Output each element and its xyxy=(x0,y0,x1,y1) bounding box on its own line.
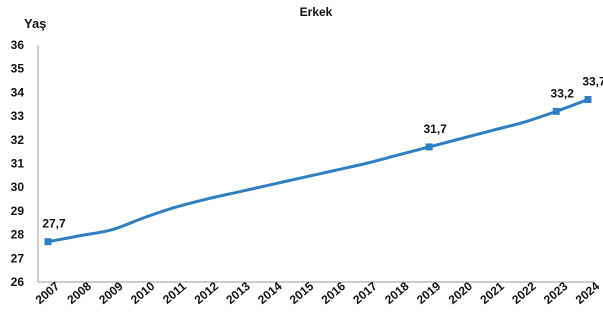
data-point-marker xyxy=(44,238,52,246)
data-label: 31,7 xyxy=(423,122,447,136)
chart-title: Erkek xyxy=(300,5,333,19)
x-tick-label: 2012 xyxy=(192,279,222,307)
x-tick-label: 2009 xyxy=(96,279,126,307)
y-tick-label: 29 xyxy=(11,204,25,218)
x-tick-label: 2014 xyxy=(255,279,285,307)
y-tick-label: 26 xyxy=(11,275,25,289)
y-tick-labels: 26 27 28 29 30 31 32 33 34 35 36 xyxy=(11,38,25,289)
y-tick-label: 31 xyxy=(11,157,25,171)
x-tick-label: 2017 xyxy=(350,279,380,307)
y-tick-label: 27 xyxy=(11,251,25,265)
data-point-marker xyxy=(425,143,433,151)
data-label: 27,7 xyxy=(42,217,66,231)
y-tick-label: 34 xyxy=(11,85,25,99)
x-tick-label: 2020 xyxy=(446,279,476,307)
x-tick-label: 2007 xyxy=(33,279,63,307)
x-tick-label: 2021 xyxy=(477,279,507,307)
x-tick-label: 2016 xyxy=(319,279,349,307)
series-group xyxy=(44,96,592,246)
data-label: 33,2 xyxy=(551,86,575,100)
x-tick-label: 2024 xyxy=(573,279,603,307)
y-tick-label: 35 xyxy=(11,62,25,76)
x-tick-label: 2019 xyxy=(414,279,444,307)
x-tick-label: 2010 xyxy=(128,279,158,307)
x-tick-label: 2022 xyxy=(509,279,539,307)
data-label: 33,7 xyxy=(582,75,603,89)
axes xyxy=(37,45,594,283)
x-tick-labels: 2007 2008 2009 2010 2011 2012 2013 2014 2015 2016… xyxy=(33,279,603,307)
y-tick-label: 28 xyxy=(11,228,25,242)
y-tick-label: 30 xyxy=(11,180,25,194)
y-tick-label: 32 xyxy=(11,133,25,147)
series-line xyxy=(46,98,590,244)
x-tick-label: 2013 xyxy=(223,279,253,307)
x-tick-label: 2023 xyxy=(541,279,571,307)
y-tick-label: 33 xyxy=(11,109,25,123)
y-tick-label: 36 xyxy=(11,38,25,52)
data-point-marker xyxy=(552,107,560,115)
y-axis-label: Yaş xyxy=(24,16,46,31)
data-labels: 27,7 31,7 33,2 33,7 xyxy=(42,75,603,231)
data-point-marker xyxy=(584,96,592,104)
x-tick-label: 2011 xyxy=(160,279,189,307)
x-tick-label: 2018 xyxy=(382,279,412,307)
x-tick-label: 2015 xyxy=(287,279,317,307)
x-tick-label: 2008 xyxy=(64,279,94,307)
